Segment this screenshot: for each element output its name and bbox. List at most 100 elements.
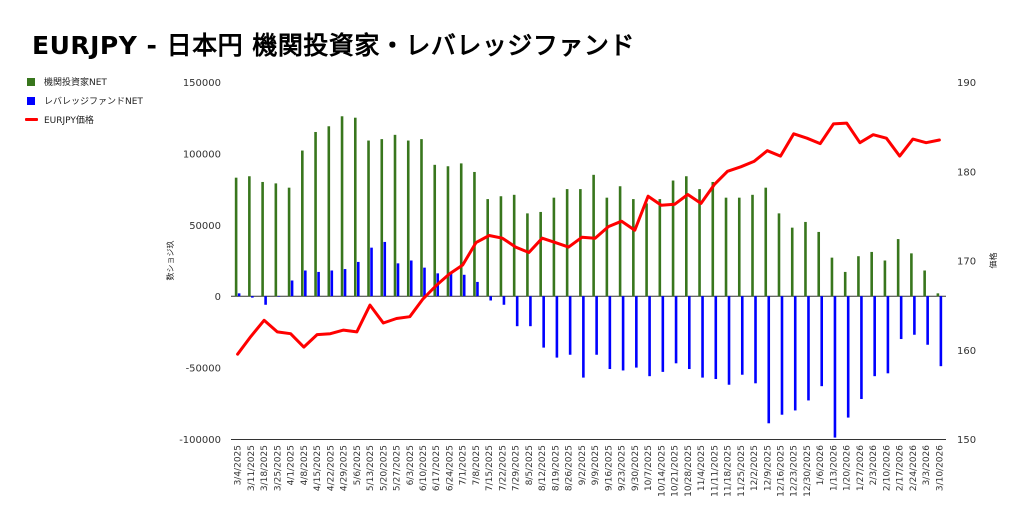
y-tick-label: -50000: [186, 364, 221, 375]
bar-institutional: [380, 139, 384, 297]
x-tick-label: 7/22/2025: [498, 445, 508, 491]
legend-label-institutional: 機関投資家NET: [44, 78, 107, 88]
x-tick-label: 6/24/2025: [446, 445, 456, 491]
bar-leveraged: [277, 296, 281, 297]
bar-institutional: [274, 183, 278, 297]
labels-layer: 150000 100000 50000 0 -50000 -100000 190 180 170…: [165, 78, 998, 497]
bar-leveraged: [356, 261, 360, 297]
x-tick-label: 5/6/2025: [353, 445, 363, 485]
bar-institutional: [301, 150, 304, 297]
bar-leveraged: [793, 296, 797, 411]
bar-institutional: [539, 211, 542, 297]
bar-leveraged: [886, 296, 890, 374]
x-tick-label: 1/27/2026: [856, 445, 866, 491]
x-tick-label: 11/18/2025: [724, 445, 734, 497]
x-tick-label: 11/4/2025: [697, 445, 707, 491]
x-tick-label: 11/25/2025: [737, 445, 747, 497]
bar-leveraged: [476, 281, 479, 297]
bar-institutional: [817, 231, 821, 297]
bar-institutional: [446, 166, 450, 297]
legend-swatch-leveraged: [27, 96, 35, 105]
bar-leveraged: [674, 296, 678, 364]
bar-institutional: [870, 251, 873, 297]
bar-leveraged: [621, 296, 625, 371]
x-tick-label: 3/4/2025: [234, 445, 244, 485]
y2-tick-label: 190: [957, 78, 976, 89]
x-tick-label: 5/27/2025: [393, 445, 403, 491]
y2-tick-label: 180: [957, 167, 976, 178]
bar-leveraged: [860, 296, 863, 400]
bar-leveraged: [608, 296, 612, 370]
legend-swatch-institutional: [27, 77, 35, 86]
legend-item-price[interactable]: EURJPY価格: [25, 110, 143, 129]
x-tick-label: 12/9/2025: [763, 445, 773, 491]
x-tick-label: 2/3/2026: [869, 445, 879, 486]
bar-institutional: [353, 117, 357, 297]
bar-leveraged: [409, 260, 413, 297]
legend-item-institutional[interactable]: 機関投資家NET: [25, 72, 143, 91]
bar-institutional: [433, 164, 437, 297]
y-axis-title: 数ショジ玖: [165, 241, 175, 281]
x-tick-label: 3/10/2026: [935, 445, 945, 491]
x-tick-label: 4/8/2025: [300, 445, 310, 485]
bar-institutional: [340, 116, 344, 297]
x-tick-label: 12/30/2025: [803, 445, 813, 497]
bar-institutional: [459, 163, 463, 297]
bar-institutional: [261, 181, 264, 297]
bar-leveraged: [899, 296, 903, 340]
bar-institutional: [579, 189, 582, 297]
bar-leveraged: [635, 296, 638, 368]
x-tick-label: 6/10/2025: [419, 445, 429, 491]
axes-layer: [231, 295, 946, 440]
bars-layer: [234, 116, 943, 438]
y2-tick-label: 170: [957, 257, 976, 268]
x-tick-label: 4/15/2025: [313, 445, 323, 491]
bar-institutional: [499, 196, 503, 297]
x-tick-label: 8/5/2025: [525, 445, 535, 485]
x-tick-label: 9/16/2025: [604, 445, 614, 491]
legend-item-leveraged[interactable]: レバレッジファンドNET: [25, 91, 143, 110]
bar-institutional: [420, 139, 423, 297]
bar-institutional: [883, 260, 887, 297]
bar-institutional: [790, 227, 794, 297]
bar-institutional: [234, 177, 238, 297]
x-tick-label: 10/14/2025: [657, 445, 667, 497]
x-tick-label: 1/13/2026: [830, 445, 840, 491]
bar-leveraged: [330, 270, 334, 297]
y2-axis-title: 価格: [988, 253, 998, 269]
x-tick-label: 10/21/2025: [671, 445, 681, 497]
bar-institutional: [406, 140, 410, 297]
bar-institutional: [632, 199, 635, 297]
x-tick-label: 3/18/2025: [260, 445, 270, 491]
x-tick-label: 8/12/2025: [538, 445, 548, 491]
x-tick-label: 9/23/2025: [618, 445, 628, 491]
x-tick-label: 5/13/2025: [366, 445, 376, 491]
bar-institutional: [671, 180, 675, 297]
bar-leveraged: [820, 296, 824, 387]
x-tick-label: 1/20/2026: [843, 445, 853, 491]
bar-institutional: [565, 189, 569, 297]
bar-institutional: [287, 187, 291, 297]
bar-leveraged: [542, 296, 545, 348]
y2-tick-label: 160: [957, 346, 976, 357]
bar-leveraged: [595, 296, 598, 355]
price-line: [236, 121, 941, 356]
bar-institutional: [923, 270, 926, 297]
bar-institutional: [367, 140, 370, 297]
bar-leveraged: [913, 296, 916, 335]
legend-swatch-price: [25, 118, 38, 121]
x-tick-label: 10/7/2025: [644, 445, 654, 491]
bar-leveraged: [568, 296, 572, 355]
bar-institutional: [857, 256, 860, 297]
x-tick-label: 4/1/2025: [287, 445, 297, 485]
x-tick-label: 12/23/2025: [790, 445, 800, 497]
x-tick-label: 10/28/2025: [684, 445, 694, 497]
x-tick-label: 4/29/2025: [340, 445, 350, 491]
bar-leveraged: [873, 296, 876, 377]
x-tick-label: 12/16/2025: [777, 445, 787, 497]
bar-leveraged: [317, 271, 320, 297]
bar-institutional: [552, 197, 556, 297]
bar-leveraged: [688, 296, 691, 370]
bar-institutional: [751, 194, 754, 297]
